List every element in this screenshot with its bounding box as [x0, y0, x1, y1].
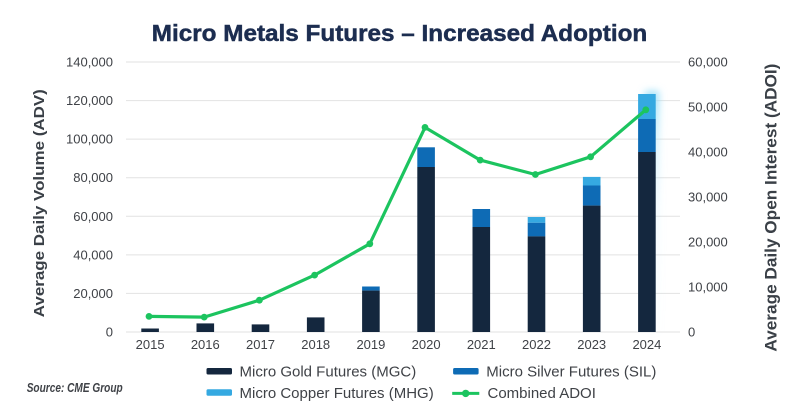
- svg-text:Micro Metals Futures – Increas: Micro Metals Futures – Increased Adoptio…: [152, 20, 648, 46]
- svg-text:Average Daily Open Interest (A: Average Daily Open Interest (ADOI): [762, 64, 781, 352]
- svg-text:140,000: 140,000: [66, 55, 113, 70]
- svg-text:20,000: 20,000: [73, 286, 113, 301]
- svg-text:2015: 2015: [136, 337, 165, 352]
- svg-text:120,000: 120,000: [66, 93, 113, 108]
- svg-text:2020: 2020: [412, 337, 441, 352]
- svg-text:0: 0: [688, 325, 695, 340]
- svg-text:Micro Copper Futures (MHG): Micro Copper Futures (MHG): [240, 385, 434, 402]
- svg-text:2024: 2024: [632, 337, 661, 352]
- svg-text:2022: 2022: [522, 337, 551, 352]
- svg-text:Source: CME Group: Source: CME Group: [27, 381, 123, 395]
- svg-text:80,000: 80,000: [73, 170, 113, 185]
- svg-text:40,000: 40,000: [73, 247, 113, 262]
- svg-text:2021: 2021: [467, 337, 496, 352]
- svg-text:100,000: 100,000: [66, 132, 113, 147]
- svg-text:2017: 2017: [246, 337, 275, 352]
- svg-text:20,000: 20,000: [688, 235, 728, 250]
- svg-text:60,000: 60,000: [688, 55, 728, 70]
- svg-text:Combined ADOI: Combined ADOI: [488, 385, 596, 402]
- svg-text:2016: 2016: [191, 337, 220, 352]
- svg-text:0: 0: [106, 325, 113, 340]
- svg-text:30,000: 30,000: [688, 190, 728, 205]
- svg-text:Micro Gold Futures (MGC): Micro Gold Futures (MGC): [240, 364, 417, 381]
- svg-text:Micro Silver Futures (SIL): Micro Silver Futures (SIL): [486, 364, 656, 381]
- svg-text:Average Daily Volume (ADV): Average Daily Volume (ADV): [31, 89, 48, 317]
- svg-text:2019: 2019: [356, 337, 385, 352]
- svg-text:10,000: 10,000: [688, 280, 728, 295]
- svg-text:40,000: 40,000: [688, 145, 728, 160]
- svg-text:2018: 2018: [301, 337, 330, 352]
- svg-text:60,000: 60,000: [73, 209, 113, 224]
- svg-text:2023: 2023: [577, 337, 606, 352]
- svg-text:50,000: 50,000: [688, 100, 728, 115]
